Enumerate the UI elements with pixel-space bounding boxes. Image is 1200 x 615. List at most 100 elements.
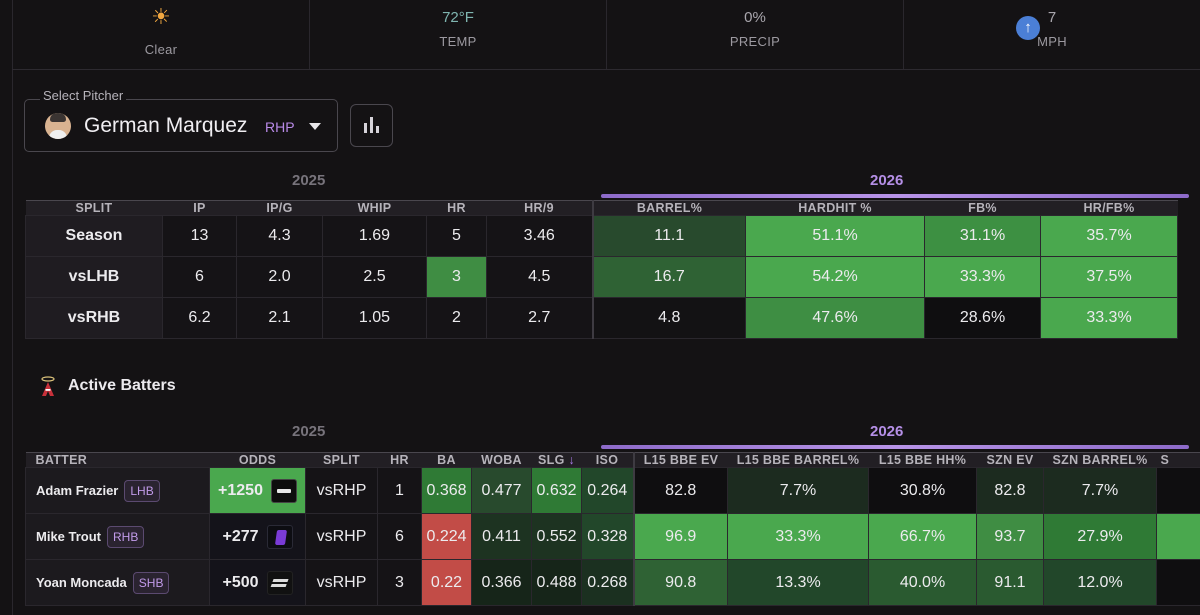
chart-button[interactable] bbox=[350, 104, 393, 147]
cell-ipg: 2.1 bbox=[236, 297, 323, 339]
pitcher-select[interactable]: German Marquez RHP bbox=[24, 99, 338, 152]
cell-woba: 0.477 bbox=[471, 467, 532, 514]
table-row[interactable]: Yoan Moncada SHB +500 vsRHP 3 0.22 0.366 … bbox=[25, 559, 1200, 606]
col-ba[interactable]: BA bbox=[421, 452, 472, 468]
col-ipg[interactable]: IP/G bbox=[236, 200, 323, 216]
batters-year-2025: 2025 bbox=[292, 423, 326, 440]
col-ip[interactable]: IP bbox=[162, 200, 237, 216]
cell-hr9: 2.7 bbox=[486, 297, 594, 339]
odds-value: +500 bbox=[222, 573, 259, 591]
table-row: vsRHB 6.2 2.1 1.05 2 2.7 4.8 47.6% 28.6%… bbox=[25, 297, 1178, 339]
col-hr[interactable]: HR bbox=[426, 200, 487, 216]
cell-szn-ev: 82.8 bbox=[976, 467, 1044, 514]
cell-ip: 13 bbox=[162, 215, 237, 257]
col-szn-ev[interactable]: SZN EV bbox=[976, 452, 1044, 468]
cell-barrel: 11.1 bbox=[592, 215, 746, 257]
sun-icon: ☀ bbox=[151, 4, 171, 29]
cell-hr: 3 bbox=[426, 256, 487, 298]
col-iso[interactable]: ISO bbox=[581, 452, 635, 468]
batter-hand-badge: RHB bbox=[107, 525, 145, 548]
precip-label: PRECIP bbox=[729, 34, 781, 49]
cell-woba: 0.366 bbox=[471, 559, 532, 606]
col-barrel[interactable]: BARREL% bbox=[592, 200, 746, 216]
batter-name: Adam Frazier bbox=[36, 482, 119, 498]
batter-hand-badge: SHB bbox=[132, 571, 170, 594]
cell-l15-barrel: 7.7% bbox=[727, 467, 869, 514]
cell-szn-barrel: 27.9% bbox=[1043, 513, 1157, 560]
table-row[interactable]: Adam Frazier LHB +1250 vsRHP 1 0.368 0.47… bbox=[25, 467, 1200, 514]
cell-fb: 33.3% bbox=[924, 256, 1041, 298]
table-row: Season 13 4.3 1.69 5 3.46 11.1 51.1% 31.… bbox=[25, 215, 1178, 257]
batter-cell[interactable]: Mike Trout RHB bbox=[25, 513, 210, 560]
cell-whip: 1.05 bbox=[322, 297, 427, 339]
cell-ba: 0.368 bbox=[421, 467, 472, 514]
cell-hardhit: 54.2% bbox=[745, 256, 925, 298]
cell-slg: 0.632 bbox=[531, 467, 582, 514]
batter-name: Mike Trout bbox=[36, 528, 102, 544]
batter-cell[interactable]: Adam Frazier LHB bbox=[25, 467, 210, 514]
col-truncated[interactable]: S bbox=[1156, 452, 1200, 468]
cell-woba: 0.411 bbox=[471, 513, 532, 560]
cell-hr9: 3.46 bbox=[486, 215, 594, 257]
sportsbook-logo-icon bbox=[266, 570, 293, 595]
odds-cell[interactable]: +500 bbox=[209, 559, 306, 606]
col-hardhit[interactable]: HARDHIT % bbox=[745, 200, 925, 216]
cell-hrfb: 37.5% bbox=[1040, 256, 1178, 298]
betmgm-logo-icon bbox=[266, 524, 293, 549]
cell-hr9: 4.5 bbox=[486, 256, 594, 298]
col-odds[interactable]: ODDS bbox=[209, 452, 306, 468]
batter-cell[interactable]: Yoan Moncada SHB bbox=[25, 559, 210, 606]
pitcher-table-header: SPLIT IP IP/G WHIP HR HR/9 BARREL% HARDH… bbox=[25, 200, 1178, 216]
cell-truncated bbox=[1156, 559, 1200, 606]
cell-hrfb: 35.7% bbox=[1040, 215, 1178, 257]
wind-label: MPH bbox=[1037, 34, 1067, 49]
sort-desc-icon[interactable]: ↓ bbox=[568, 453, 575, 467]
col-l15-ev[interactable]: L15 BBE EV bbox=[633, 452, 728, 468]
col-l15-barrel[interactable]: L15 BBE BARREL% bbox=[727, 452, 869, 468]
cell-szn-ev: 91.1 bbox=[976, 559, 1044, 606]
col-slg[interactable]: SLG ↓ bbox=[531, 452, 582, 468]
cell-szn-barrel: 12.0% bbox=[1043, 559, 1157, 606]
cell-l15-ev: 90.8 bbox=[633, 559, 728, 606]
batter-name: Yoan Moncada bbox=[36, 574, 127, 590]
cell-iso: 0.268 bbox=[581, 559, 635, 606]
cell-whip: 1.69 bbox=[322, 215, 427, 257]
cell-hr: 5 bbox=[426, 215, 487, 257]
wind-value: 7 bbox=[1047, 9, 1057, 26]
col-hrfb[interactable]: HR/FB% bbox=[1040, 200, 1178, 216]
cell-whip: 2.5 bbox=[322, 256, 427, 298]
split-label: vsLHB bbox=[25, 256, 163, 298]
col-whip[interactable]: WHIP bbox=[322, 200, 427, 216]
col-split[interactable]: SPLIT bbox=[25, 200, 163, 216]
cell-slg: 0.552 bbox=[531, 513, 582, 560]
angels-logo-icon bbox=[41, 376, 55, 396]
table-row: vsLHB 6 2.0 2.5 3 4.5 16.7 54.2% 33.3% 3… bbox=[25, 256, 1178, 298]
table-row[interactable]: Mike Trout RHB +277 vsRHP 6 0.224 0.411 0… bbox=[25, 513, 1200, 560]
precip-value: 0% bbox=[744, 9, 766, 26]
odds-cell[interactable]: +1250 bbox=[209, 467, 306, 514]
cell-ba: 0.224 bbox=[421, 513, 472, 560]
chevron-down-icon[interactable] bbox=[309, 123, 321, 130]
col-l15-hh[interactable]: L15 BBE HH% bbox=[868, 452, 977, 468]
pitcher-hand: RHP bbox=[265, 119, 295, 135]
col-hr[interactable]: HR bbox=[377, 452, 422, 468]
temp-label: TEMP bbox=[439, 34, 477, 49]
cell-split: vsRHP bbox=[305, 559, 378, 606]
col-szn-barrel[interactable]: SZN BARREL% bbox=[1043, 452, 1157, 468]
cell-l15-hh: 30.8% bbox=[868, 467, 977, 514]
col-hr9[interactable]: HR/9 bbox=[486, 200, 594, 216]
cell-szn-ev: 93.7 bbox=[976, 513, 1044, 560]
cell-hr: 2 bbox=[426, 297, 487, 339]
col-woba[interactable]: WOBA bbox=[471, 452, 532, 468]
cell-ip: 6 bbox=[162, 256, 237, 298]
odds-cell[interactable]: +277 bbox=[209, 513, 306, 560]
cell-truncated bbox=[1156, 513, 1200, 560]
col-split[interactable]: SPLIT bbox=[305, 452, 378, 468]
col-batter[interactable]: BATTER bbox=[25, 452, 210, 468]
cell-iso: 0.328 bbox=[581, 513, 635, 560]
odds-value: +277 bbox=[222, 527, 259, 545]
cell-szn-barrel: 7.7% bbox=[1043, 467, 1157, 514]
cell-hr: 6 bbox=[377, 513, 422, 560]
col-fb[interactable]: FB% bbox=[924, 200, 1041, 216]
batters-table: BATTER ODDS SPLIT HR BA WOBA SLG ↓ ISO L… bbox=[25, 452, 1200, 606]
